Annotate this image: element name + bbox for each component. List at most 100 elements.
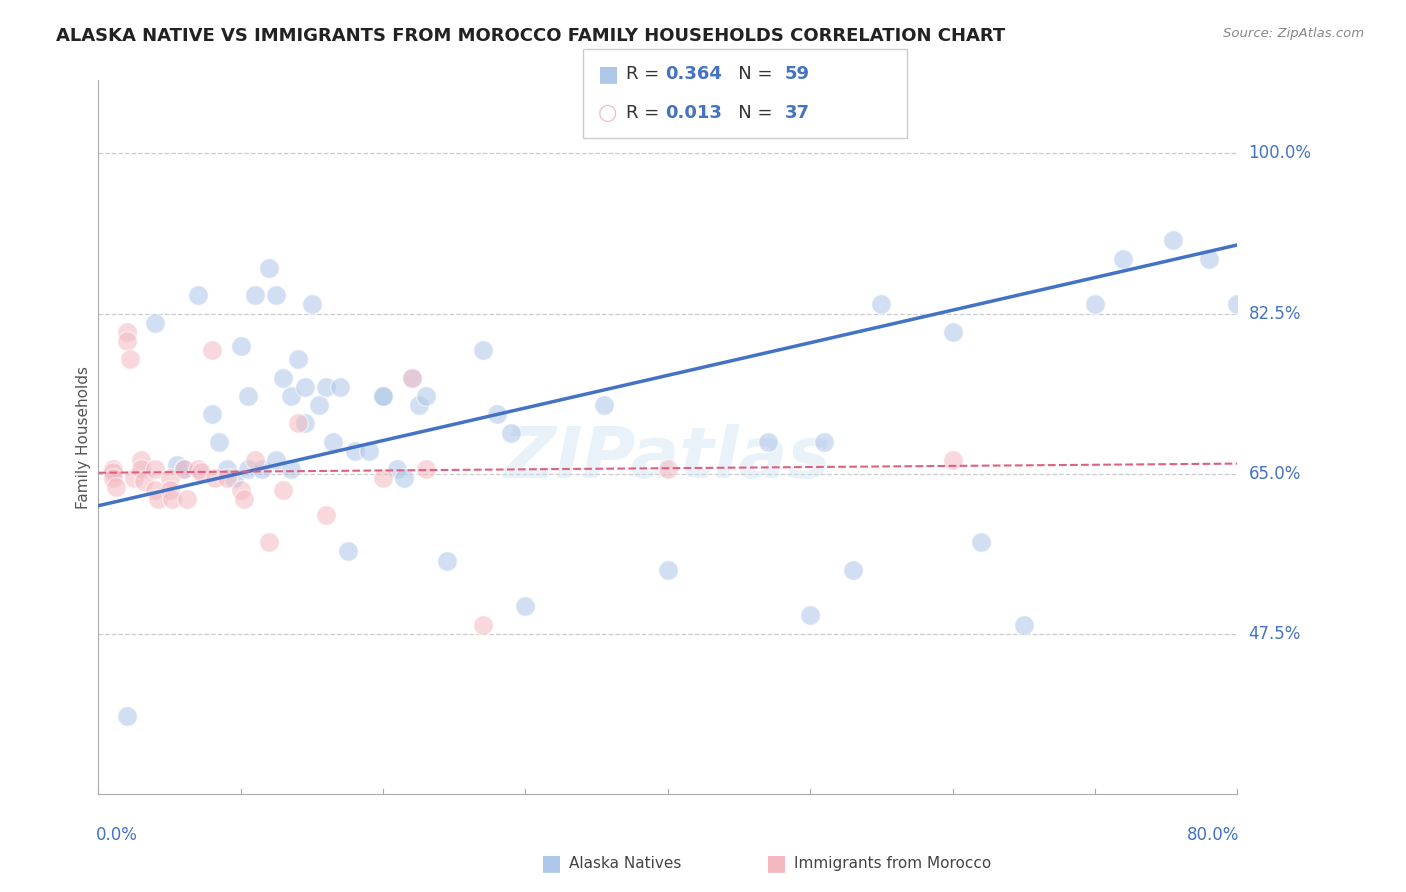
- Point: [273, 370, 295, 384]
- Text: 59: 59: [785, 65, 810, 83]
- Point: [173, 462, 195, 476]
- Point: [222, 471, 245, 485]
- Point: [486, 407, 509, 421]
- Text: 0.013: 0.013: [665, 104, 721, 122]
- Point: [266, 453, 288, 467]
- Point: [101, 465, 124, 479]
- Point: [515, 599, 537, 614]
- Point: [190, 465, 212, 479]
- Point: [842, 563, 865, 577]
- Text: 82.5%: 82.5%: [1249, 304, 1301, 323]
- Point: [1112, 252, 1135, 266]
- Point: [657, 563, 679, 577]
- Text: ○: ○: [598, 103, 617, 123]
- Text: Immigrants from Morocco: Immigrants from Morocco: [794, 856, 991, 871]
- Text: Source: ZipAtlas.com: Source: ZipAtlas.com: [1223, 27, 1364, 40]
- Point: [1198, 252, 1220, 266]
- Text: 37: 37: [785, 104, 810, 122]
- Point: [336, 544, 359, 558]
- Point: [408, 398, 430, 412]
- Point: [1084, 297, 1107, 311]
- Point: [273, 483, 295, 497]
- Point: [122, 471, 145, 485]
- Point: [308, 398, 330, 412]
- Point: [145, 316, 167, 330]
- Point: [294, 417, 316, 431]
- Point: [415, 462, 437, 476]
- Point: [173, 462, 195, 476]
- Point: [215, 471, 238, 485]
- Point: [401, 370, 423, 384]
- Point: [243, 453, 266, 467]
- Point: [232, 492, 254, 507]
- Point: [373, 471, 395, 485]
- Text: 80.0%: 80.0%: [1187, 826, 1240, 844]
- Point: [201, 343, 224, 358]
- Text: 100.0%: 100.0%: [1249, 145, 1312, 162]
- Point: [315, 508, 337, 522]
- Point: [101, 471, 124, 485]
- Point: [115, 709, 138, 723]
- Y-axis label: Family Households: Family Households: [76, 366, 91, 508]
- Text: Alaska Natives: Alaska Natives: [569, 856, 682, 871]
- Point: [1012, 617, 1035, 632]
- Point: [870, 297, 893, 311]
- Point: [162, 492, 184, 507]
- Point: [280, 389, 302, 403]
- Point: [501, 425, 523, 440]
- Text: R =: R =: [626, 104, 665, 122]
- Point: [145, 462, 167, 476]
- Text: ■: ■: [766, 854, 787, 873]
- Point: [145, 483, 167, 497]
- Point: [166, 458, 188, 472]
- Point: [294, 380, 316, 394]
- Text: ■: ■: [598, 64, 619, 84]
- Point: [970, 535, 993, 549]
- Point: [1226, 297, 1249, 311]
- Point: [236, 462, 259, 476]
- Point: [373, 389, 395, 403]
- Point: [259, 535, 281, 549]
- Point: [329, 380, 352, 394]
- Point: [401, 370, 423, 384]
- Point: [387, 462, 409, 476]
- Point: [132, 474, 155, 488]
- Point: [104, 480, 127, 494]
- Point: [159, 471, 181, 485]
- Point: [471, 343, 494, 358]
- Point: [394, 471, 416, 485]
- Point: [436, 553, 458, 567]
- Point: [1161, 233, 1184, 247]
- Point: [201, 407, 224, 421]
- Point: [301, 297, 323, 311]
- Point: [322, 434, 344, 449]
- Point: [215, 462, 238, 476]
- Point: [243, 288, 266, 302]
- Point: [813, 434, 835, 449]
- Point: [101, 462, 124, 476]
- Point: [280, 462, 302, 476]
- Point: [118, 352, 141, 367]
- Point: [259, 260, 281, 275]
- Point: [204, 471, 226, 485]
- Text: ALASKA NATIVE VS IMMIGRANTS FROM MOROCCO FAMILY HOUSEHOLDS CORRELATION CHART: ALASKA NATIVE VS IMMIGRANTS FROM MOROCCO…: [56, 27, 1005, 45]
- Text: ■: ■: [541, 854, 562, 873]
- Point: [756, 434, 779, 449]
- Point: [176, 492, 198, 507]
- Point: [229, 338, 252, 352]
- Point: [287, 352, 309, 367]
- Point: [343, 443, 366, 458]
- Point: [187, 462, 209, 476]
- Point: [942, 453, 965, 467]
- Text: R =: R =: [626, 65, 665, 83]
- Text: 0.364: 0.364: [665, 65, 721, 83]
- Text: ZIPatlas: ZIPatlas: [505, 424, 831, 493]
- Point: [657, 462, 679, 476]
- Point: [287, 417, 309, 431]
- Text: N =: N =: [721, 104, 779, 122]
- Point: [415, 389, 437, 403]
- Point: [129, 453, 152, 467]
- Point: [1254, 178, 1277, 193]
- Point: [250, 462, 273, 476]
- Text: 65.0%: 65.0%: [1249, 465, 1301, 483]
